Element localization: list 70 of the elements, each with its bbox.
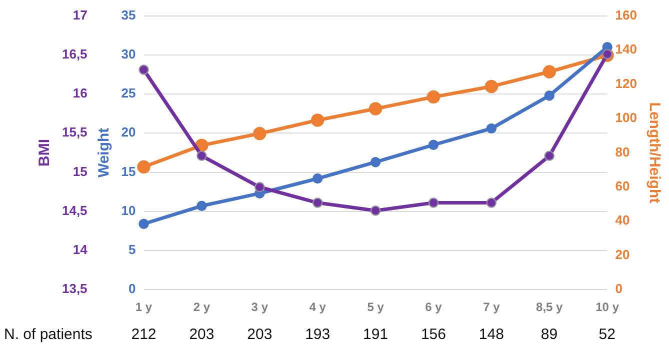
point <box>370 156 381 168</box>
x-tick-label: 10 y <box>596 300 620 314</box>
y3-tick-label: 13,5 <box>62 281 88 296</box>
y-tick-label: 20 <box>121 124 136 140</box>
text: 52 <box>598 326 616 343</box>
x-tick-label: 8,5 y <box>536 300 564 314</box>
y2-tick-label: 40 <box>615 212 630 228</box>
y2-tick-label: 100 <box>615 110 638 126</box>
point <box>602 49 612 60</box>
x-tick-label: 1 y <box>135 300 152 314</box>
y3-tick-label: 16,5 <box>62 46 88 62</box>
text: 193 <box>305 326 330 343</box>
y2-tick-label: 120 <box>615 76 638 91</box>
y-tick-label: 25 <box>121 86 136 101</box>
point <box>428 140 439 150</box>
y2-tick-label: 140 <box>615 42 638 57</box>
y-tick-label: 15 <box>121 164 136 179</box>
y3-tick-label: 14 <box>72 242 88 258</box>
point <box>196 200 207 211</box>
point <box>370 205 381 216</box>
y3-tick-label: 16 <box>72 86 88 101</box>
point <box>486 198 497 208</box>
text: 156 <box>420 326 446 343</box>
point <box>368 102 382 116</box>
x-tick-label: 7 y <box>483 300 500 314</box>
y3-tick-label: 14,5 <box>62 202 88 218</box>
y2-axis-title: Length/Height <box>646 102 663 204</box>
point <box>254 182 265 192</box>
point <box>312 198 323 208</box>
text: 89 <box>540 326 558 343</box>
point <box>486 123 497 134</box>
text: 212 <box>131 326 156 343</box>
y2-tick-label: 60 <box>615 178 630 194</box>
point <box>544 150 554 161</box>
point <box>138 64 149 75</box>
point <box>310 114 324 127</box>
y3-tick-label: 17 <box>72 7 88 22</box>
point <box>428 198 439 208</box>
y3-tick-label: 15,5 <box>62 124 88 140</box>
point <box>138 218 149 229</box>
point <box>484 80 498 94</box>
x-tick-label: 3 y <box>251 300 268 314</box>
text: 148 <box>478 326 504 343</box>
text: 203 <box>247 326 272 343</box>
y2-tick-label: 160 <box>615 7 638 22</box>
y-tick-label: 35 <box>121 7 136 22</box>
y3-axis-title: BMI <box>36 138 54 166</box>
point <box>137 160 150 174</box>
x-tick-label: 5 y <box>367 300 384 314</box>
y-tick-label: 10 <box>121 202 136 218</box>
y-tick-label: 0 <box>128 281 136 296</box>
point <box>542 65 556 78</box>
y-axis-title: Weight <box>95 128 112 178</box>
y2-tick-label: 80 <box>615 144 630 160</box>
text: 203 <box>189 326 214 343</box>
text: N. of patients <box>4 326 92 343</box>
y3-tick-label: 15 <box>72 164 88 179</box>
text: 191 <box>363 326 388 343</box>
y2-tick-label: 20 <box>615 246 630 262</box>
y2-tick-label: 0 <box>615 281 623 296</box>
x-tick-label: 4 y <box>309 300 326 314</box>
y-tick-label: 30 <box>121 46 136 62</box>
point <box>544 90 554 101</box>
x-tick-label: 6 y <box>425 300 442 314</box>
y-tick-label: 5 <box>128 242 136 258</box>
point <box>196 150 207 161</box>
point <box>312 173 323 184</box>
point <box>426 90 440 104</box>
point <box>253 126 266 140</box>
x-tick-label: 2 y <box>193 300 210 314</box>
